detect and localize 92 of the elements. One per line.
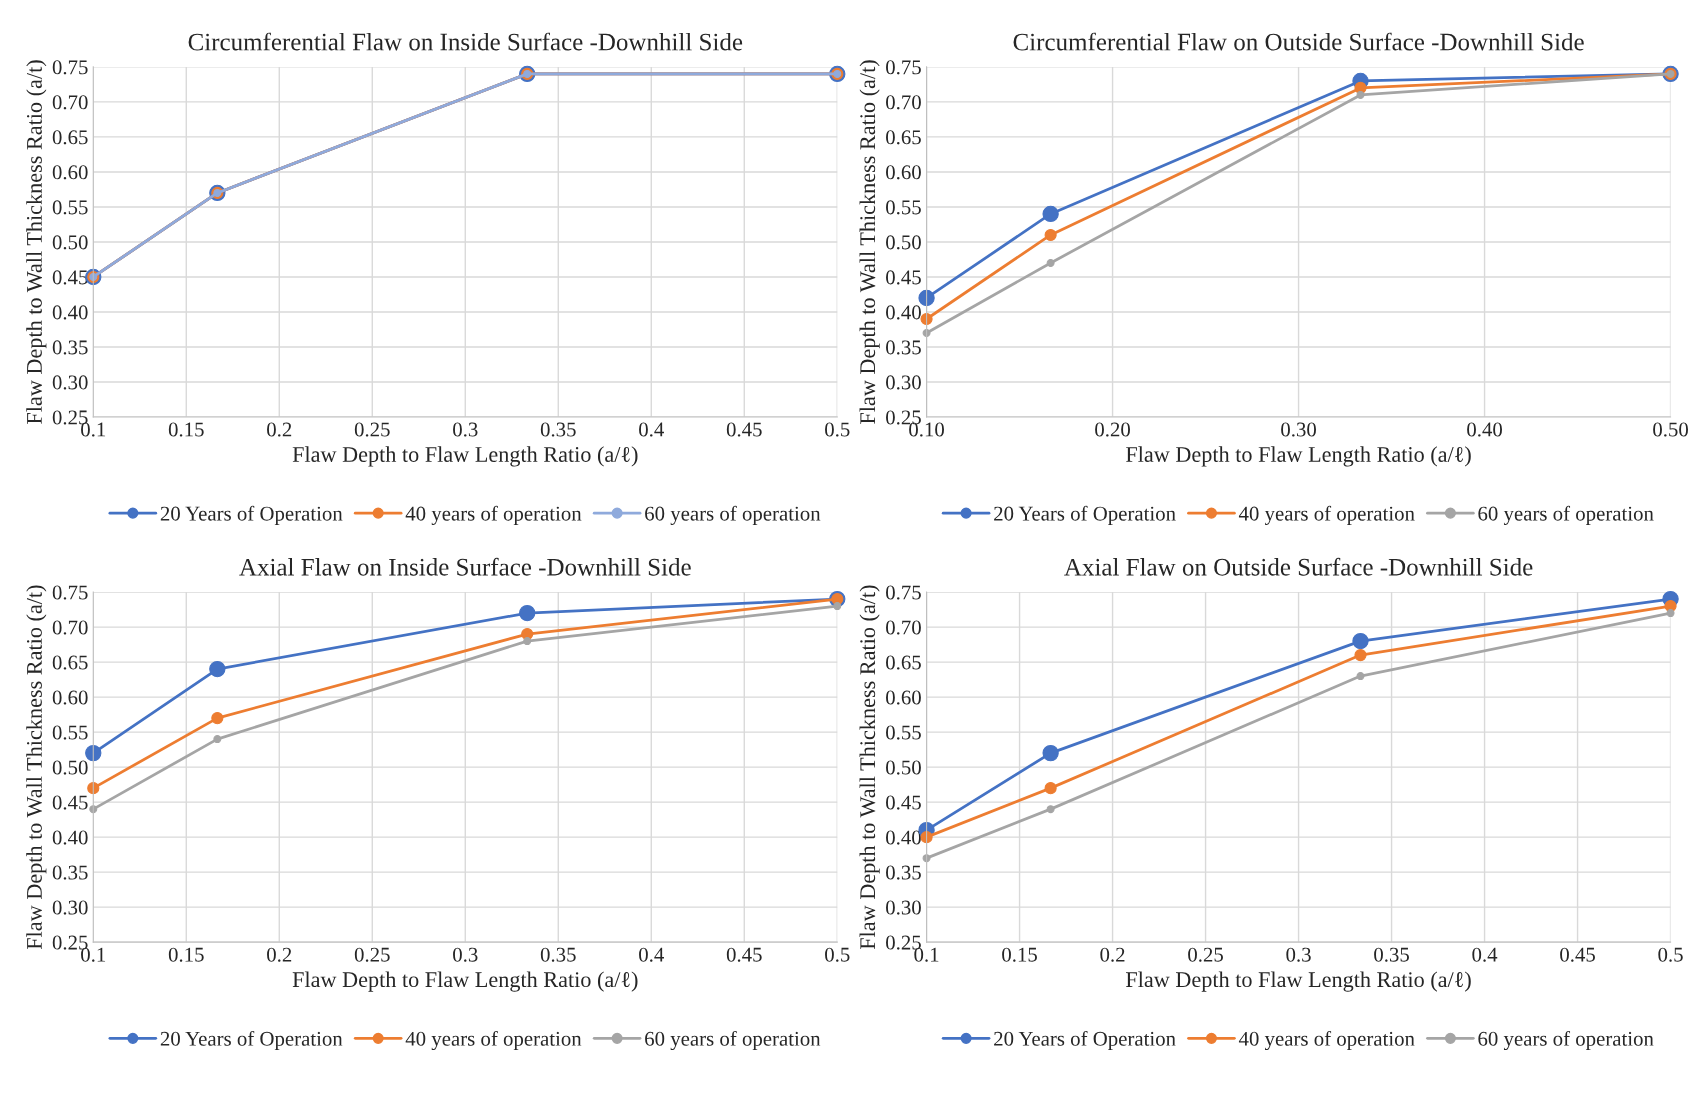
x-tick-label: 0.4 [1472,947,1498,962]
y-tick-label: 0.30 [52,900,88,915]
y-tick-label: 0.50 [52,760,88,775]
legend-label: 60 years of operation [1478,1030,1654,1051]
y-axis-title: Flaw Depth to Wall Thickness Ratio (a/t) [859,60,880,424]
y-axis-title: Flaw Depth to Wall Thickness Ratio (a/t) [26,585,47,950]
y-tick-label: 0.35 [52,340,88,355]
y-tick-label: 0.50 [886,760,921,775]
y-tick-label: 0.55 [886,200,921,215]
x-tick-label: 0.35 [540,422,576,437]
y-tick-label: 0.65 [52,130,88,145]
y-tick-label: 0.40 [886,305,921,320]
y-tick-label: 0.35 [52,865,88,880]
x-tick-label: 0.40 [1467,422,1502,437]
x-tick-label: 0.4 [639,947,664,962]
x-tick-label: 0.5 [1658,947,1683,962]
legend-label: 40 years of operation [1238,1030,1415,1051]
x-tick-label: 0.2 [267,422,292,437]
y-tick-label: 0.70 [886,95,921,110]
y-tick-label: 0.35 [886,865,921,880]
x-tick-label: 0.3 [453,947,478,962]
y-tick-label: 0.70 [886,620,921,635]
y-tick-label: 0.60 [52,690,88,705]
y-tick-label: 0.60 [886,165,921,180]
legend-label: 20 Years of Operation [160,505,343,525]
chart-title: Circumferential Flaw on Outside Surface -Downhill Side [1013,32,1584,51]
x-tick-label: 0.20 [1095,422,1130,437]
legend-label: 20 Years of Operation [994,505,1176,525]
x-tick-label: 0.35 [1374,947,1409,962]
y-tick-label: 0.55 [886,725,921,740]
legend-label: 60 years of operation [1478,505,1654,525]
y-axis-title: Flaw Depth to Wall Thickness Ratio (a/t) [26,60,47,424]
x-tick-label: 0.35 [540,947,576,962]
x-tick-label: 0.25 [354,422,390,437]
x-axis-title: Flaw Depth to Flaw Length Ratio (a/ℓ) [292,971,638,992]
y-tick-label: 0.70 [52,620,88,635]
chart-title: Axial Flaw on Outside Surface -Downhill Side [1064,557,1533,576]
y-tick-label: 0.50 [52,235,88,250]
y-tick-label: 0.40 [52,830,88,845]
y-tick-label: 0.70 [52,95,88,110]
x-tick-label: 0.2 [1100,947,1125,962]
x-tick-label: 0.45 [1560,947,1595,962]
legend-label: 40 years of operation [1238,505,1415,525]
x-axis-title: Flaw Depth to Flaw Length Ratio (a/ℓ) [1126,971,1471,992]
y-tick-label: 0.75 [52,60,88,75]
legend-label: 20 Years of Operation [160,1030,343,1051]
y-tick-label: 0.30 [886,900,921,915]
x-axis-title: Flaw Depth to Flaw Length Ratio (a/ℓ) [292,446,638,467]
x-tick-label: 0.3 [453,422,478,437]
x-tick-label: 0.3 [1286,947,1311,962]
y-tick-label: 0.60 [886,690,921,705]
x-tick-label: 0.15 [168,947,204,962]
x-tick-label: 0.15 [1002,947,1037,962]
y-tick-label: 0.40 [886,830,921,845]
x-tick-label: 0.50 [1653,422,1688,437]
x-tick-label: 0.4 [639,422,664,437]
x-tick-label: 0.25 [1188,947,1223,962]
y-tick-label: 0.65 [886,130,921,145]
x-tick-label: 0.5 [825,947,850,962]
x-tick-label: 0.45 [726,947,762,962]
y-axis-title: Flaw Depth to Wall Thickness Ratio (a/t) [859,585,880,950]
x-tick-label: 0.45 [726,422,762,437]
y-tick-label: 0.55 [52,200,88,215]
y-tick-label: 0.75 [886,60,921,75]
x-tick-label: 0.15 [168,422,204,437]
chart-title: Circumferential Flaw on Inside Surface -Downhill Side [188,32,743,51]
y-tick-label: 0.65 [52,655,88,670]
y-tick-label: 0.60 [52,165,88,180]
x-axis-title: Flaw Depth to Flaw Length Ratio (a/ℓ) [1126,446,1471,467]
y-tick-label: 0.45 [52,270,88,285]
y-tick-label: 0.45 [886,795,921,810]
x-tick-label: 0.25 [354,947,390,962]
y-tick-label: 0.35 [886,340,921,355]
legend-label: 20 Years of Operation [994,1030,1176,1051]
y-tick-label: 0.40 [52,305,88,320]
y-tick-label: 0.30 [52,375,88,390]
y-tick-label: 0.45 [52,795,88,810]
legend-label: 60 years of operation [645,1030,821,1051]
legend-label: 40 years of operation [405,1030,582,1051]
y-tick-label: 0.30 [886,375,921,390]
x-tick-label: 0.30 [1281,422,1316,437]
y-tick-label: 0.50 [886,235,921,250]
y-tick-label: 0.65 [886,655,921,670]
x-tick-label: 0.2 [267,947,292,962]
y-tick-label: 0.75 [886,585,921,600]
chart-title: Axial Flaw on Inside Surface -Downhill Side [239,557,691,576]
x-tick-label: 0.5 [825,422,850,437]
legend-label: 60 years of operation [645,505,821,525]
y-tick-label: 0.45 [886,270,921,285]
y-tick-label: 0.75 [52,585,88,600]
legend-label: 40 years of operation [405,505,582,525]
y-tick-label: 0.55 [52,725,88,740]
